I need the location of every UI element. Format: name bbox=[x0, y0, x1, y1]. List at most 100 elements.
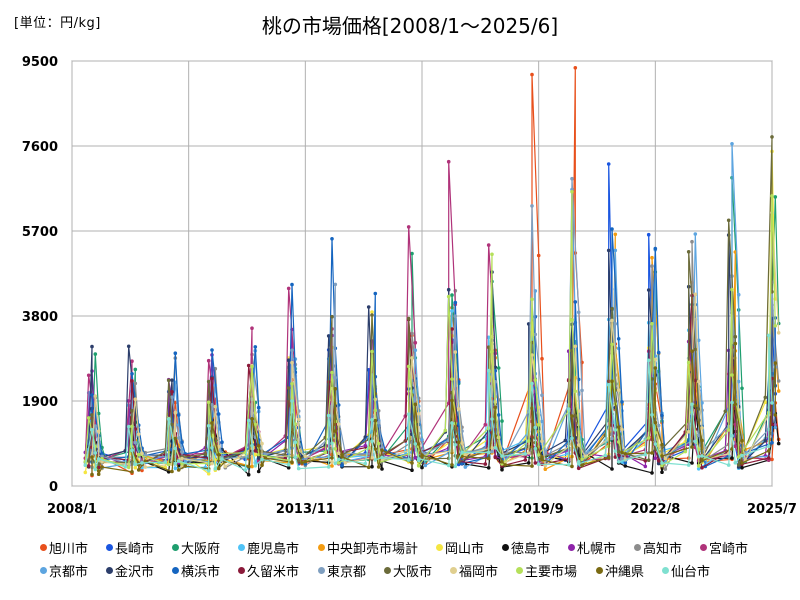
legend-item: 高知市 bbox=[634, 538, 700, 557]
data-point bbox=[486, 243, 491, 247]
data-point bbox=[173, 400, 178, 405]
legend-label: 鹿児島市 bbox=[247, 542, 300, 557]
data-point bbox=[620, 400, 624, 404]
data-point bbox=[86, 464, 91, 468]
x-tick-label: 2016/10 bbox=[392, 502, 451, 517]
data-point bbox=[176, 413, 181, 417]
y-tick-label: 7600 bbox=[22, 140, 58, 155]
legend-marker bbox=[516, 567, 523, 574]
legend-label: 岡山市 bbox=[445, 542, 485, 557]
data-point bbox=[490, 417, 494, 421]
data-point bbox=[90, 428, 94, 432]
legend-item: 宮崎市 bbox=[700, 538, 766, 557]
data-point bbox=[463, 452, 468, 457]
data-point bbox=[250, 464, 254, 469]
data-point bbox=[140, 461, 144, 465]
data-point bbox=[733, 444, 738, 449]
data-point bbox=[650, 321, 654, 326]
data-point bbox=[163, 460, 168, 464]
data-point bbox=[610, 467, 614, 471]
data-point bbox=[453, 300, 458, 305]
data-point bbox=[730, 373, 734, 377]
data-point bbox=[326, 413, 331, 418]
data-point bbox=[656, 459, 661, 463]
data-point bbox=[256, 443, 261, 448]
data-point bbox=[540, 393, 544, 398]
data-point bbox=[540, 458, 544, 462]
data-point bbox=[503, 463, 508, 467]
data-point bbox=[616, 337, 621, 341]
data-point bbox=[416, 457, 421, 461]
data-point bbox=[693, 232, 698, 236]
data-point bbox=[646, 436, 651, 440]
data-point bbox=[250, 417, 254, 421]
data-point bbox=[530, 72, 534, 77]
data-point bbox=[686, 360, 691, 365]
data-point bbox=[170, 469, 174, 474]
legend-label: 宮崎市 bbox=[709, 542, 749, 557]
data-point bbox=[740, 461, 744, 465]
data-point bbox=[610, 436, 614, 441]
legend-marker bbox=[568, 544, 575, 551]
data-point bbox=[540, 455, 544, 459]
data-point bbox=[453, 314, 458, 319]
data-point bbox=[330, 237, 334, 241]
data-point bbox=[656, 461, 661, 466]
data-point bbox=[373, 291, 378, 296]
y-tick-label: 5700 bbox=[22, 225, 58, 240]
y-tick-label: 9500 bbox=[22, 55, 58, 70]
data-point bbox=[213, 404, 218, 409]
data-point bbox=[220, 440, 224, 445]
data-point bbox=[450, 309, 454, 313]
data-point bbox=[206, 400, 211, 405]
data-point bbox=[373, 447, 378, 451]
data-point bbox=[376, 465, 381, 469]
data-point bbox=[623, 460, 628, 465]
data-point bbox=[250, 326, 254, 331]
data-point bbox=[136, 468, 141, 472]
data-point bbox=[770, 135, 774, 139]
data-point bbox=[446, 159, 451, 164]
data-point bbox=[543, 450, 548, 455]
x-tick-label: 2022/8 bbox=[630, 502, 680, 517]
data-point bbox=[726, 218, 731, 223]
data-point bbox=[206, 379, 211, 384]
data-point bbox=[500, 419, 504, 423]
data-point bbox=[646, 458, 651, 463]
legend-marker bbox=[436, 544, 443, 551]
data-point bbox=[223, 464, 228, 469]
y-tick-label: 1900 bbox=[22, 395, 58, 410]
data-point bbox=[660, 463, 664, 468]
data-point bbox=[293, 455, 298, 460]
data-point bbox=[246, 464, 251, 469]
data-point bbox=[303, 454, 308, 459]
legend-label: 久留米市 bbox=[247, 565, 300, 580]
data-point bbox=[333, 461, 338, 466]
data-point bbox=[573, 66, 578, 70]
data-point bbox=[330, 464, 334, 468]
data-point bbox=[86, 373, 91, 378]
data-point bbox=[256, 469, 261, 474]
legend-item: 横浜市 bbox=[172, 561, 238, 580]
data-point bbox=[536, 422, 541, 427]
data-point bbox=[126, 424, 131, 429]
legend-marker bbox=[318, 567, 325, 574]
data-point bbox=[456, 380, 461, 384]
data-point bbox=[616, 450, 621, 454]
data-point bbox=[613, 248, 618, 253]
data-point bbox=[253, 345, 258, 349]
data-point bbox=[363, 443, 368, 448]
data-point bbox=[410, 251, 414, 256]
data-point bbox=[170, 395, 174, 400]
legend-marker bbox=[238, 544, 245, 551]
legend-item: 徳島市 bbox=[502, 538, 568, 557]
data-point bbox=[773, 425, 778, 430]
data-point bbox=[456, 440, 461, 445]
data-point bbox=[333, 447, 338, 451]
data-point bbox=[770, 401, 774, 405]
data-point bbox=[730, 142, 734, 146]
x-tick-label: 2008/1 bbox=[47, 502, 97, 517]
legend-label: 主要市場 bbox=[525, 565, 578, 580]
data-point bbox=[373, 408, 378, 413]
data-point bbox=[220, 457, 224, 461]
